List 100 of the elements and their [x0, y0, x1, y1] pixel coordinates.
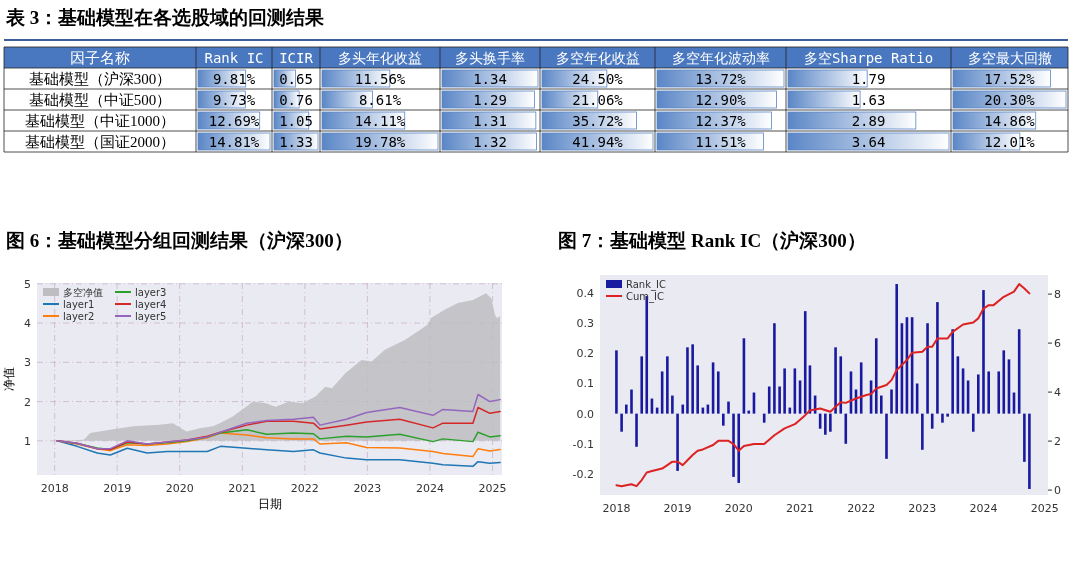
- data-label: 24.50%: [572, 71, 624, 87]
- x-tick-label: 多空Sharpe Ratio: [803, 50, 934, 66]
- x-tick-label: 2018: [602, 502, 631, 515]
- y-tick-label: 0.4: [576, 287, 594, 301]
- bar: [921, 413, 924, 450]
- bar: [829, 413, 832, 432]
- y-tick-label: 0.0: [576, 407, 594, 421]
- bar: [971, 413, 975, 432]
- data-label: 1.63: [851, 92, 886, 108]
- bar: [982, 290, 985, 414]
- bar: [895, 284, 899, 414]
- y-tick-label: 基础模型（中证1000）: [25, 113, 175, 129]
- x-tick-label: 2019: [103, 482, 132, 495]
- x-tick-label: 2021: [786, 502, 815, 515]
- legend-label: 多空净值: [63, 286, 103, 298]
- x-tick-label: 多头年化收益: [338, 50, 422, 66]
- bar: [722, 413, 725, 426]
- bar: [844, 413, 848, 444]
- bar: [671, 395, 674, 414]
- bar: [783, 368, 786, 414]
- x-tick-label: 多空年化收益: [555, 50, 640, 66]
- bar: [941, 413, 944, 423]
- data-label: 12.69%: [208, 113, 260, 129]
- bar: [1002, 350, 1006, 414]
- y-tick-label: 0.1: [576, 377, 594, 391]
- bar: [930, 413, 934, 429]
- x-tick-label: 2020: [724, 502, 753, 515]
- x-tick-label: 2021: [228, 482, 257, 495]
- bar: [732, 413, 735, 477]
- bar: [997, 371, 1001, 414]
- legend-label: Rank_IC: [626, 278, 666, 291]
- y-axis-title: 因子名称: [70, 49, 130, 67]
- y-axis-title: 净值: [2, 367, 16, 391]
- chart-title: 图 7：基础模型 Rank IC（沪深300）: [558, 230, 866, 251]
- x-axis-title: 日期: [257, 497, 282, 511]
- x-tick-label: ICIR: [279, 50, 314, 66]
- bar: [977, 374, 980, 414]
- bar: [767, 386, 771, 414]
- y-tick-label: 1: [24, 434, 31, 448]
- bar: [666, 356, 669, 414]
- bar: [630, 389, 633, 414]
- bar: [676, 413, 679, 471]
- bar: [874, 338, 878, 414]
- y2-tick-label: 8: [1054, 288, 1061, 302]
- bar: [885, 413, 888, 459]
- bar: [696, 365, 699, 414]
- bar: [1023, 413, 1026, 462]
- legend-label: Cum_IC: [626, 290, 665, 303]
- legend-label: layer3: [135, 286, 167, 298]
- bar: [727, 401, 730, 414]
- data-label: 1.29: [473, 92, 507, 108]
- legend-label: layer4: [135, 298, 167, 310]
- data-label: 1.05: [279, 113, 313, 129]
- data-label: 14.86%: [984, 113, 1036, 129]
- bar: [834, 347, 837, 414]
- bar: [620, 413, 623, 432]
- data-label: 3.64: [851, 134, 886, 150]
- y-tick-label: 基础模型（国证2000）: [25, 134, 175, 150]
- chart-title: 图 6：基础模型分组回测结果（沪深300）: [6, 230, 353, 251]
- chart-title: 表 3：基础模型在各选股域的回测结果: [5, 7, 326, 28]
- data-label: 1.33: [279, 134, 313, 150]
- y2-tick-label: 0: [1054, 484, 1061, 498]
- bar: [987, 371, 990, 414]
- data-label: 12.90%: [695, 92, 747, 108]
- bar: [747, 410, 751, 414]
- data-label: 21.06%: [572, 92, 624, 108]
- y-tick-label: -0.2: [572, 467, 594, 481]
- x-tick-label: 2024: [969, 502, 998, 515]
- y-tick-label: -0.1: [572, 437, 594, 451]
- x-tick-label: 2020: [165, 482, 194, 495]
- bar: [640, 356, 644, 414]
- data-label: 12.37%: [695, 113, 747, 129]
- data-label: 13.72%: [695, 71, 747, 87]
- x-tick-label: Rank IC: [204, 50, 264, 66]
- x-tick-label: 2019: [663, 502, 692, 515]
- data-label: 14.81%: [208, 134, 260, 150]
- legend-label: layer5: [135, 310, 167, 322]
- y2-tick-label: 4: [1054, 386, 1061, 400]
- bar: [716, 371, 720, 414]
- bar: [803, 311, 807, 414]
- y-tick-label: 4: [24, 317, 31, 331]
- y-tick-label: 2: [24, 395, 31, 409]
- data-label: 14.11%: [354, 113, 406, 129]
- y-tick-label: 基础模型（沪深300）: [28, 71, 172, 87]
- x-tick-label: 2022: [847, 502, 876, 515]
- bar: [951, 329, 954, 414]
- y-tick-label: 5: [24, 277, 31, 291]
- data-label: 20.30%: [984, 92, 1036, 108]
- data-label: 41.94%: [572, 134, 624, 150]
- x-tick-label: 2025: [478, 482, 507, 495]
- bar: [936, 302, 939, 414]
- bar: [615, 350, 618, 414]
- data-label: 11.51%: [695, 134, 747, 150]
- y-tick-label: 基础模型（中证500）: [28, 92, 172, 108]
- x-tick-label: 多空最大回撤: [967, 50, 1052, 66]
- data-label: 12.01%: [984, 134, 1036, 150]
- y-tick-label: 3: [24, 356, 31, 370]
- bar: [839, 356, 843, 414]
- bar: [691, 344, 694, 414]
- legend-label: layer1: [63, 298, 95, 310]
